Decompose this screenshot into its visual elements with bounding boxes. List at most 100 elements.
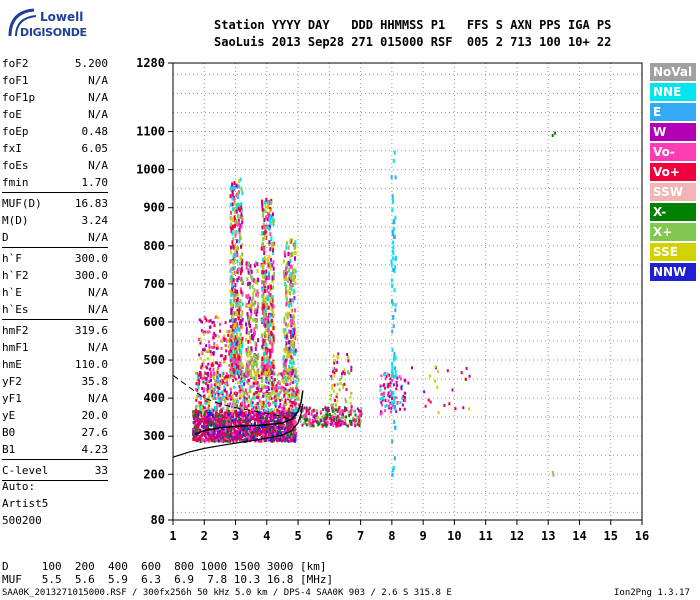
echo-point bbox=[318, 422, 321, 426]
echo-point bbox=[330, 393, 333, 397]
echo-point bbox=[343, 371, 346, 375]
param-row: yE 20.0 bbox=[2, 407, 108, 424]
echo-point bbox=[239, 411, 242, 415]
echo-point bbox=[211, 351, 214, 355]
echo-point bbox=[348, 419, 351, 423]
echo-point bbox=[209, 325, 212, 329]
echo-point bbox=[232, 288, 235, 293]
echo-point bbox=[192, 435, 195, 438]
echo-point bbox=[222, 427, 225, 431]
echo-point bbox=[381, 397, 383, 400]
echo-point bbox=[196, 426, 199, 429]
echo-point bbox=[221, 390, 224, 394]
echo-point bbox=[251, 385, 254, 389]
echo-point bbox=[297, 397, 300, 401]
echo-point bbox=[234, 344, 237, 349]
echo-point bbox=[284, 349, 287, 354]
echo-point bbox=[203, 406, 206, 410]
echo-point bbox=[271, 298, 274, 303]
echo-point bbox=[233, 215, 236, 220]
echo-point bbox=[237, 214, 240, 218]
echo-point bbox=[231, 283, 233, 288]
echo-point bbox=[214, 316, 217, 319]
echo-point bbox=[277, 433, 280, 437]
echo-point bbox=[394, 369, 397, 374]
echo-point bbox=[270, 221, 273, 226]
x-tick-label: 3 bbox=[232, 529, 239, 543]
echo-point bbox=[391, 347, 394, 352]
echo-point bbox=[393, 375, 396, 379]
echo-point bbox=[267, 271, 270, 276]
echo-point bbox=[255, 406, 258, 410]
echo-point bbox=[391, 284, 394, 288]
echo-point bbox=[198, 436, 201, 439]
echo-point bbox=[265, 424, 268, 428]
echo-point bbox=[270, 236, 273, 241]
echo-point bbox=[321, 415, 324, 419]
echo-point bbox=[237, 365, 240, 369]
echo-point bbox=[237, 292, 240, 297]
echo-point bbox=[253, 327, 256, 332]
echo-point bbox=[352, 416, 354, 420]
echo-point bbox=[231, 357, 234, 361]
echo-point bbox=[250, 437, 253, 441]
param-value: 16.83 bbox=[74, 197, 108, 210]
echo-point bbox=[207, 374, 210, 378]
echo-point bbox=[348, 413, 351, 417]
echo-point bbox=[215, 406, 218, 410]
echo-point bbox=[229, 355, 232, 360]
echo-point bbox=[231, 182, 234, 187]
echo-point bbox=[393, 356, 395, 361]
echo-point bbox=[230, 293, 233, 298]
echo-point bbox=[220, 424, 223, 428]
echo-point bbox=[202, 360, 205, 364]
echo-point bbox=[392, 397, 395, 402]
echo-point bbox=[226, 380, 229, 384]
echo-point bbox=[232, 379, 235, 383]
echo-point bbox=[284, 409, 287, 413]
echo-point bbox=[322, 408, 325, 412]
echo-point bbox=[282, 404, 285, 408]
echo-point bbox=[274, 404, 277, 408]
echo-point bbox=[253, 317, 256, 322]
echo-point bbox=[231, 314, 234, 319]
echo-point bbox=[245, 397, 248, 401]
echo-point bbox=[262, 419, 265, 423]
echo-point bbox=[239, 332, 242, 337]
echo-point bbox=[359, 419, 362, 423]
echo-point bbox=[209, 435, 212, 439]
echo-point bbox=[265, 374, 268, 378]
echo-point bbox=[205, 413, 208, 417]
echo-point bbox=[229, 434, 232, 438]
echo-point bbox=[210, 409, 213, 412]
echo-point bbox=[272, 426, 275, 430]
echo-point bbox=[224, 344, 227, 347]
echo-point bbox=[201, 419, 204, 423]
echo-point bbox=[262, 392, 265, 396]
echo-point bbox=[289, 330, 292, 335]
echo-point bbox=[234, 323, 237, 328]
echo-point bbox=[215, 347, 218, 350]
echo-point bbox=[199, 440, 202, 443]
echo-point bbox=[290, 401, 293, 405]
echo-point bbox=[257, 386, 260, 390]
x-tick-label: 14 bbox=[572, 529, 586, 543]
echo-point bbox=[212, 361, 215, 365]
echo-point bbox=[212, 389, 215, 393]
echo-point bbox=[286, 437, 289, 441]
echo-point bbox=[269, 340, 271, 345]
echo-point bbox=[391, 329, 394, 334]
echo-point bbox=[257, 392, 260, 396]
logo-text-lowell: Lowell bbox=[40, 10, 84, 24]
echo-point bbox=[393, 456, 396, 461]
echo-point bbox=[216, 370, 219, 374]
echo-point bbox=[268, 424, 270, 427]
echo-point bbox=[204, 432, 207, 436]
echo-point bbox=[273, 420, 276, 424]
echo-point bbox=[262, 427, 265, 431]
echo-point bbox=[339, 382, 342, 386]
echo-point bbox=[293, 296, 296, 301]
echo-point bbox=[288, 421, 291, 425]
echo-point bbox=[232, 399, 235, 402]
echo-point bbox=[217, 434, 220, 438]
